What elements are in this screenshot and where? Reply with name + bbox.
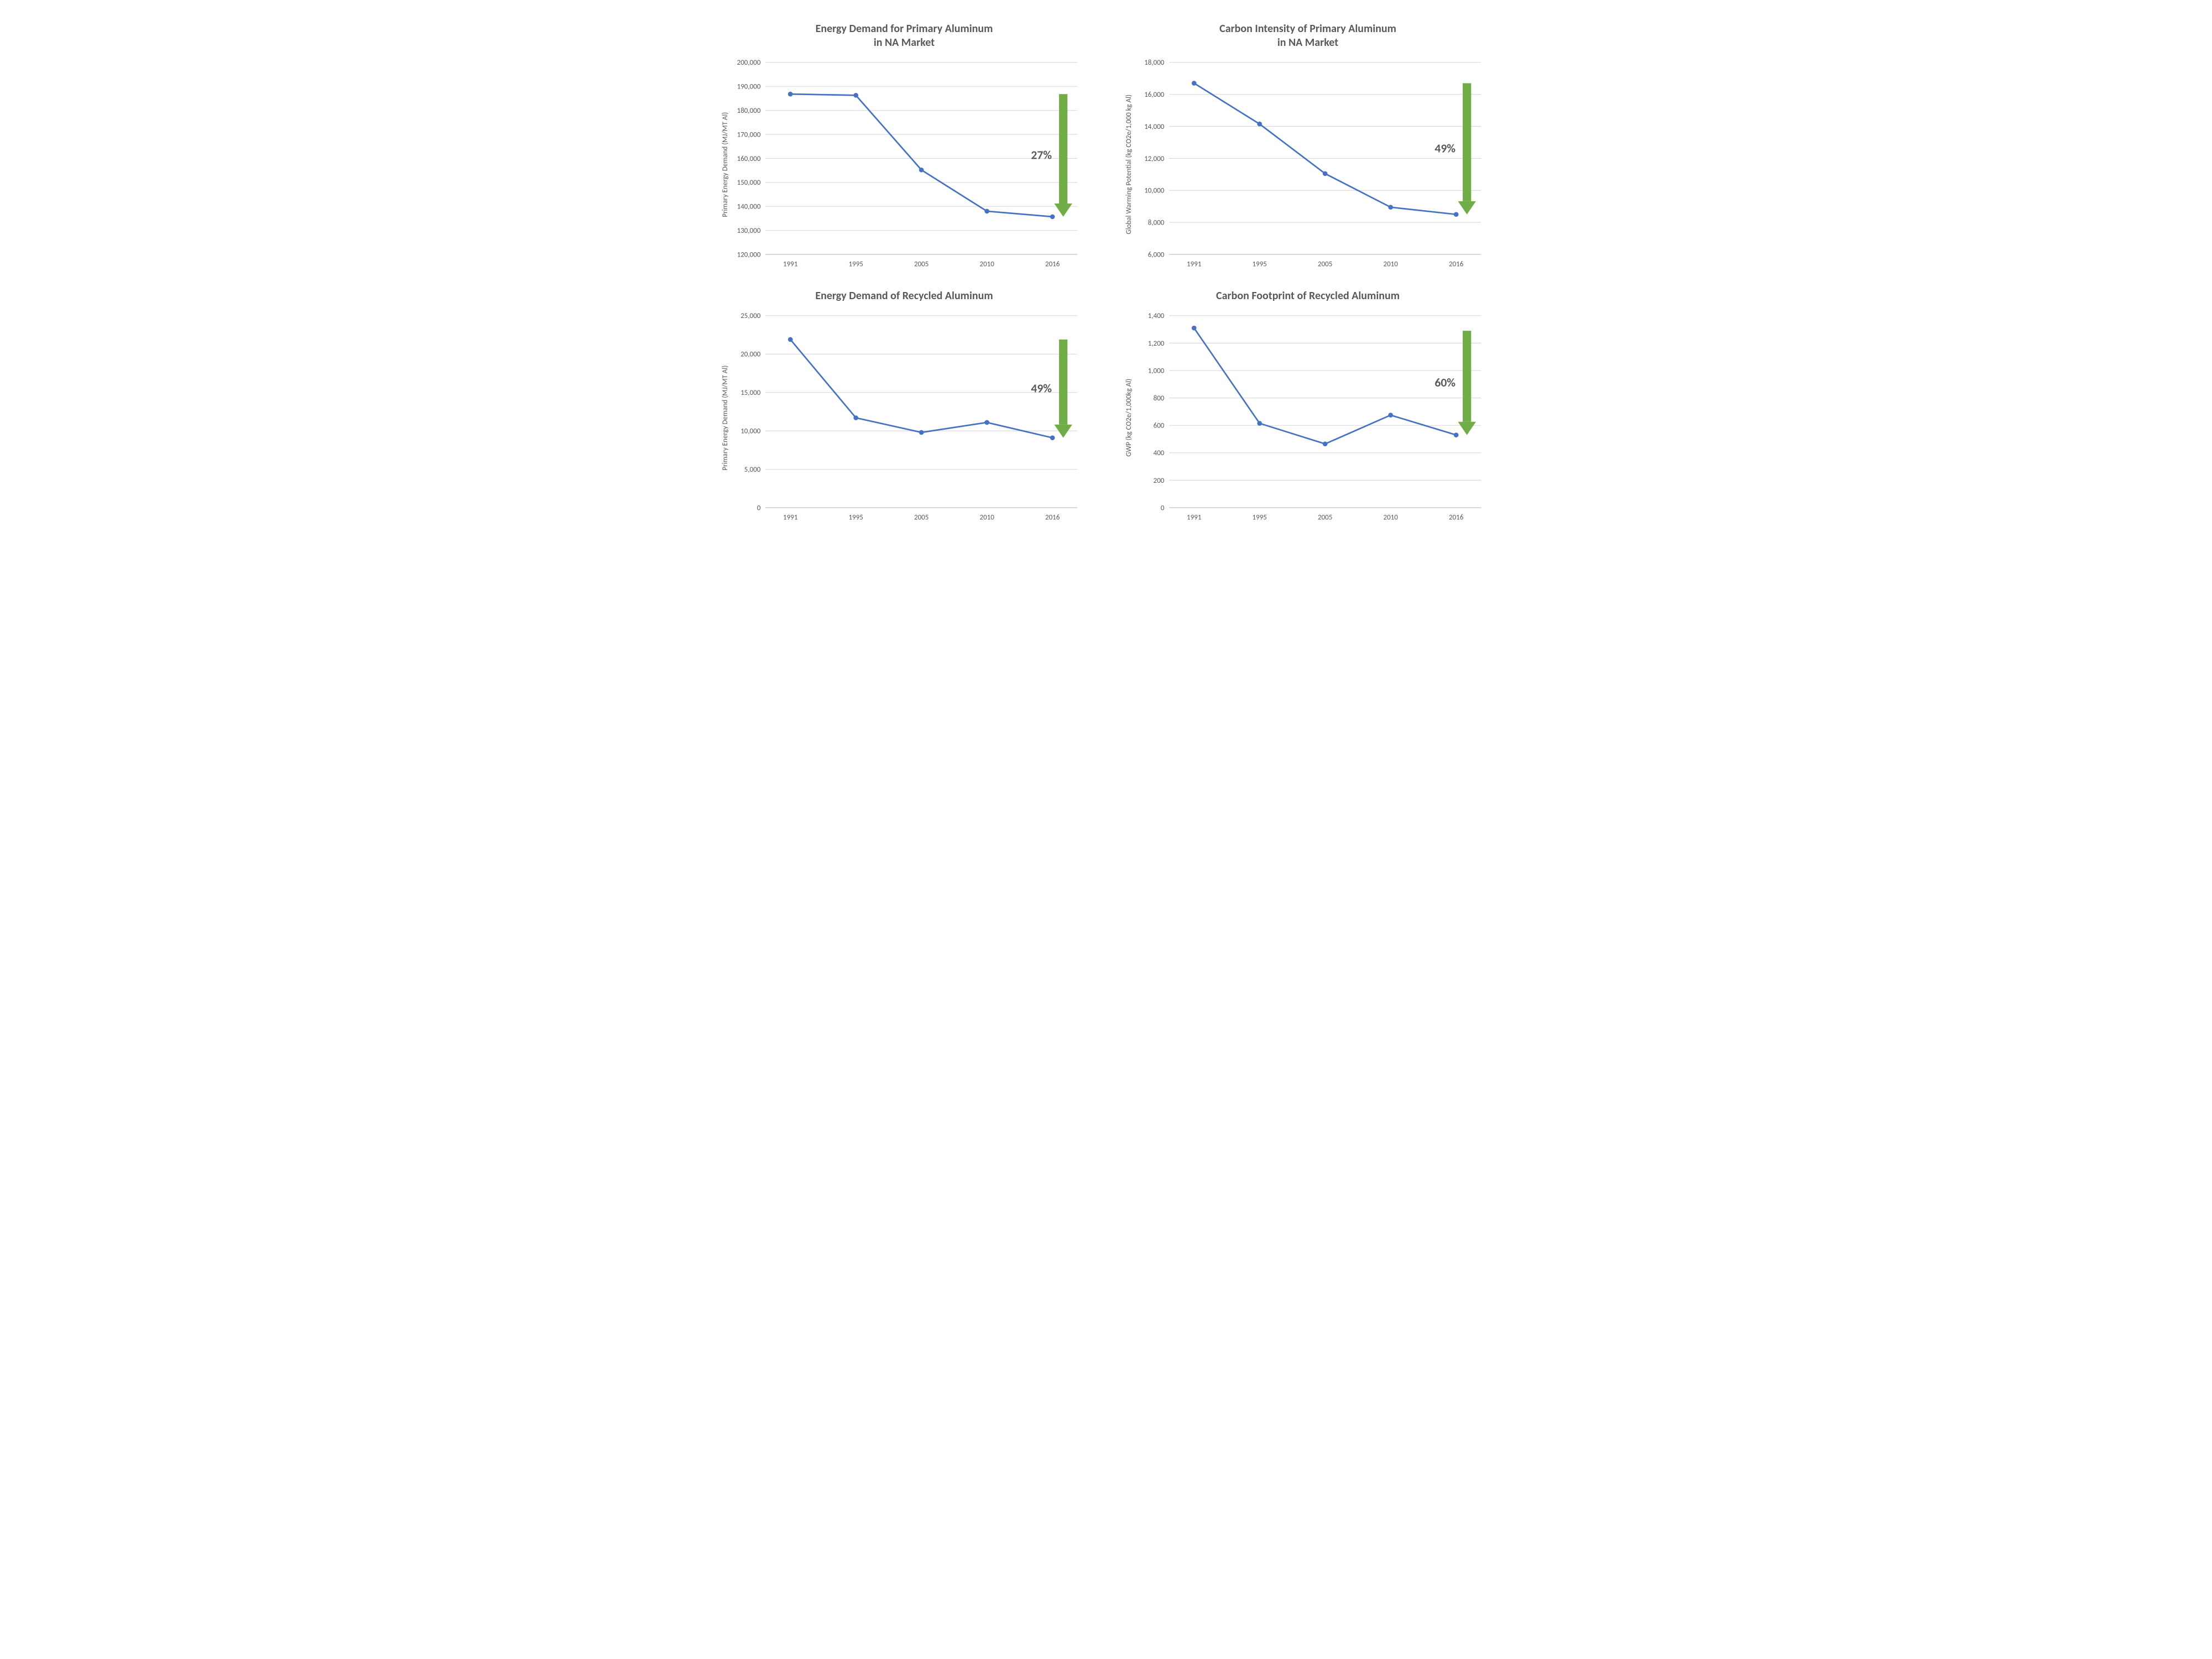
y-tick-label: 0 [1161,504,1165,512]
x-tick-label: 2010 [1384,513,1399,521]
data-marker [984,420,989,425]
reduction-percent-label: 49% [1031,380,1052,395]
data-marker [1257,122,1262,127]
y-tick-label: 600 [1154,421,1165,430]
x-tick-label: 1991 [783,513,797,521]
x-tick-label: 2016 [1045,260,1060,269]
y-axis-label: GWP (kg CO2e/1,000kg Al) [1123,310,1133,526]
chart-svg: 0 5,000 10,000 15,000 20,000 25,000 1991 1995 20… [729,310,1089,526]
data-marker [1454,432,1459,437]
y-tick-label: 1,400 [1148,312,1165,320]
chart-energy-primary: Energy Demand for Primary Aluminum in NA… [719,22,1089,273]
y-tick-label: 6,000 [1148,251,1165,259]
y-tick-label: 200 [1154,476,1165,484]
data-marker [1388,413,1393,418]
y-tick-label: 170,000 [737,131,761,139]
data-marker [853,415,858,420]
y-tick-label: 150,000 [737,179,761,187]
reduction-arrow: 27% [1031,94,1072,217]
y-tick-label: 8,000 [1148,219,1165,227]
x-tick-label: 1995 [849,513,863,521]
data-marker [919,168,924,173]
y-tick-label: 180,000 [737,107,761,115]
data-marker [1050,435,1055,440]
y-tick-label: 15,000 [740,389,761,397]
x-tick-label: 2005 [914,513,928,521]
y-tick-label: 400 [1154,449,1165,457]
reduction-percent-label: 60% [1434,374,1455,389]
chart-svg: 120,000 130,000 140,000 150,000 160,000 170,0… [729,56,1089,273]
data-marker [1323,171,1328,176]
data-marker [919,430,924,435]
x-tick-label: 1995 [1253,513,1267,521]
y-tick-label: 14,000 [1144,123,1165,131]
y-tick-label: 800 [1154,394,1165,403]
y-tick-label: 20,000 [740,350,761,358]
chart-energy-recycled: Energy Demand of Recycled Aluminum Primar… [719,289,1089,540]
reduction-arrow: 49% [1434,83,1476,214]
data-line [1194,328,1456,444]
data-marker [1192,81,1197,86]
y-tick-label: 25,000 [740,312,761,320]
reduction-arrow: 60% [1434,331,1476,435]
y-axis-label: Global Warming Potential (kg CO2e/1,000 … [1123,56,1133,273]
chart-carbon-recycled: Carbon Footprint of Recycled Aluminum GWP… [1123,289,1493,540]
y-tick-label: 130,000 [737,227,761,235]
chart-title: Energy Demand of Recycled Aluminum [719,289,1089,303]
y-tick-label: 1,000 [1148,367,1165,375]
chart-grid: Energy Demand for Primary Aluminum in NA… [719,22,1493,539]
y-tick-label: 200,000 [737,59,761,67]
x-tick-label: 2016 [1449,513,1464,521]
data-marker [1454,212,1459,217]
data-marker [1192,325,1197,330]
y-tick-label: 190,000 [737,83,761,91]
chart-title: Energy Demand for Primary Aluminum in NA… [719,22,1089,50]
data-marker [853,93,858,98]
data-marker [788,337,793,342]
x-tick-label: 2016 [1449,260,1464,269]
y-tick-label: 140,000 [737,203,761,211]
data-marker [1388,205,1393,210]
data-line [790,94,1052,217]
y-tick-label: 160,000 [737,155,761,163]
x-tick-label: 1995 [849,260,863,269]
x-tick-label: 1991 [1187,260,1201,269]
y-axis-label: Primary Energy Demand (MJ/MT Al) [719,56,729,273]
x-tick-label: 2005 [1318,513,1332,521]
data-marker [788,92,793,97]
y-tick-label: 16,000 [1144,91,1165,99]
data-marker [1050,215,1055,220]
x-tick-label: 2016 [1045,513,1060,521]
x-tick-label: 2010 [980,513,995,521]
y-tick-label: 5,000 [744,466,761,474]
y-tick-label: 10,000 [1144,187,1165,195]
chart-title: Carbon Footprint of Recycled Aluminum [1123,289,1493,303]
x-tick-label: 2010 [980,260,995,269]
y-tick-label: 10,000 [740,427,761,435]
y-tick-label: 12,000 [1144,155,1165,163]
y-axis-label: Primary Energy Demand (MJ/MT Al) [719,310,729,526]
reduction-percent-label: 27% [1031,148,1052,163]
x-tick-label: 2005 [914,260,928,269]
data-marker [1323,441,1328,446]
chart-carbon-primary: Carbon Intensity of Primary Aluminum in … [1123,22,1493,273]
y-tick-label: 1,200 [1148,339,1165,347]
data-line [1194,83,1456,214]
chart-title: Carbon Intensity of Primary Aluminum in … [1123,22,1493,50]
y-tick-label: 120,000 [737,251,761,259]
y-tick-label: 0 [757,504,761,512]
x-tick-label: 1991 [783,260,797,269]
x-tick-label: 2005 [1318,260,1332,269]
reduction-percent-label: 49% [1434,141,1455,156]
chart-svg: 6,000 8,000 10,000 12,000 14,000 16,000 18,000… [1133,56,1493,273]
y-tick-label: 18,000 [1144,59,1165,67]
data-marker [984,209,989,214]
x-tick-label: 2010 [1384,260,1399,269]
chart-svg: 0 200 400 600 800 1,000 1,200 1,400 1991 1995 2005… [1133,310,1493,526]
x-tick-label: 1991 [1187,513,1201,521]
x-tick-label: 1995 [1253,260,1267,269]
data-marker [1257,421,1262,426]
